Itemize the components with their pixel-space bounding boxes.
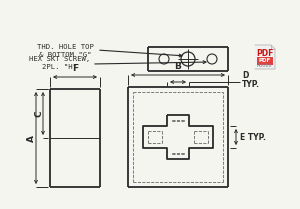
Text: E TYP.: E TYP. bbox=[240, 133, 266, 141]
Text: PDF: PDF bbox=[256, 50, 274, 59]
Bar bbox=[257, 57, 273, 65]
Text: C: C bbox=[34, 110, 43, 117]
Text: THD. HOLE TOP
& BOTTOM "G": THD. HOLE TOP & BOTTOM "G" bbox=[37, 44, 93, 58]
Text: F: F bbox=[72, 64, 78, 73]
Text: B: B bbox=[175, 62, 182, 71]
Text: D
TYP.: D TYP. bbox=[242, 71, 260, 89]
Text: Adobe: Adobe bbox=[257, 63, 273, 68]
Polygon shape bbox=[255, 45, 275, 69]
Text: A: A bbox=[26, 135, 35, 141]
Text: PDF: PDF bbox=[259, 59, 271, 64]
Text: HEX SKT SCREW,
2PL. "H": HEX SKT SCREW, 2PL. "H" bbox=[29, 56, 91, 70]
